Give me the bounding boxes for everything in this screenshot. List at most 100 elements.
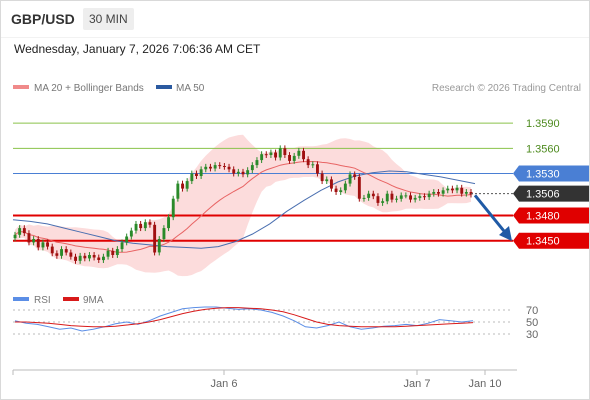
candle-body	[120, 242, 124, 250]
candle-body	[213, 165, 217, 169]
candle-body	[88, 255, 91, 259]
legend-swatch-ma50	[156, 85, 172, 89]
candle-body	[167, 217, 170, 229]
candle-body	[409, 195, 412, 200]
candle-body	[139, 223, 143, 229]
candle-body	[297, 150, 301, 156]
candle-body	[204, 166, 208, 170]
candle-body	[171, 198, 175, 218]
candle-body	[423, 196, 426, 198]
bollinger-band	[15, 134, 471, 277]
rsi-tick-label: 70	[526, 305, 538, 317]
candle-body	[385, 193, 389, 202]
candle-body	[92, 255, 96, 258]
timeframe-badge[interactable]: 30 MIN	[83, 8, 134, 30]
candle-body	[13, 234, 17, 239]
legend-label-ma20: MA 20 + Bollinger Bands	[34, 83, 144, 94]
candle-body	[320, 173, 324, 182]
candle-body	[246, 170, 250, 175]
currency-pair-title: GBP/USD	[11, 11, 75, 27]
candle-body	[395, 198, 398, 200]
level-label: 1.3530	[526, 169, 560, 181]
level-label: 1.3450	[526, 236, 560, 248]
rsi-tick-label: 30	[526, 329, 538, 341]
candle-body	[260, 154, 264, 161]
candle-body	[455, 187, 459, 191]
candle-body	[27, 233, 31, 243]
candle-body	[181, 183, 184, 189]
candle-body	[288, 155, 291, 161]
candle-body	[241, 171, 245, 175]
candle-body	[218, 165, 222, 167]
candle-body	[264, 154, 268, 156]
candle-body	[236, 171, 240, 174]
candle-body	[302, 150, 305, 160]
candle-body	[69, 252, 73, 257]
candle-body	[41, 242, 45, 248]
candle-body	[278, 148, 282, 158]
candle-body	[274, 152, 277, 158]
legend-label-rsi: RSI	[34, 295, 51, 306]
rsi-line	[14, 306, 474, 332]
candle-body	[162, 228, 166, 239]
candle-body	[343, 183, 347, 191]
credit-text: Research © 2026 Trading Central	[432, 83, 581, 94]
price-plot-area: 1.3590 1.3560 1.3530 1.3480 1.3450 1.3506	[12, 118, 589, 277]
level-label-tag	[513, 232, 589, 249]
level-label-tag	[513, 207, 589, 224]
candle-body	[348, 174, 352, 184]
legend-label-9ma: 9MA	[83, 295, 104, 306]
candle-body	[60, 249, 63, 256]
legend-swatch-9ma	[63, 297, 79, 301]
candle-body	[362, 197, 366, 199]
rsi-legend: RSI 9MA	[13, 295, 104, 306]
candle-body	[18, 228, 22, 235]
candle-body	[157, 239, 161, 253]
x-tick-label: Jan 7	[404, 378, 431, 390]
candle-body	[371, 193, 375, 197]
candle-body	[232, 169, 236, 174]
level-label: 1.3560	[526, 143, 560, 155]
candle-body	[209, 166, 212, 169]
ma50-line	[12, 170, 476, 249]
level-label: 1.3590	[526, 118, 560, 130]
rsi-ma9-line	[15, 307, 474, 328]
candle-body	[381, 201, 385, 203]
candle-body	[143, 222, 147, 229]
candle-body	[330, 179, 333, 189]
candle-body	[223, 166, 226, 167]
candle-body	[46, 242, 49, 247]
candle-body	[74, 256, 77, 261]
candle-body	[325, 179, 329, 182]
candle-body	[316, 164, 319, 174]
candle-body	[64, 249, 68, 253]
candle-body	[125, 236, 129, 243]
candle-body	[32, 239, 36, 243]
candle-body	[250, 165, 254, 171]
candle-body	[413, 197, 417, 200]
current-price-tag	[513, 185, 589, 202]
candle-body	[357, 176, 361, 199]
candle-body	[334, 188, 338, 192]
ma20-line	[14, 160, 472, 253]
candle-body	[292, 155, 296, 161]
candle-body	[367, 193, 371, 198]
level-label: 1.3480	[526, 211, 560, 223]
candle-body	[227, 166, 231, 170]
candle-body	[432, 192, 436, 194]
candle-body	[115, 249, 119, 255]
candle-body	[36, 239, 40, 248]
candle-body	[399, 195, 403, 199]
candle-body	[446, 188, 450, 191]
forecast-arrow-shaft	[473, 194, 506, 232]
candle-body	[269, 152, 273, 155]
candle-body	[437, 192, 440, 194]
candle-body	[83, 255, 87, 259]
x-tick-label: Jan 6	[211, 378, 238, 390]
candle-body	[176, 183, 180, 199]
main-legend: MA 20 + Bollinger Bands MA 50 Research ©…	[13, 83, 581, 94]
candle-body	[190, 173, 194, 182]
candle-body	[102, 256, 105, 261]
legend-swatch-ma20	[13, 85, 29, 89]
